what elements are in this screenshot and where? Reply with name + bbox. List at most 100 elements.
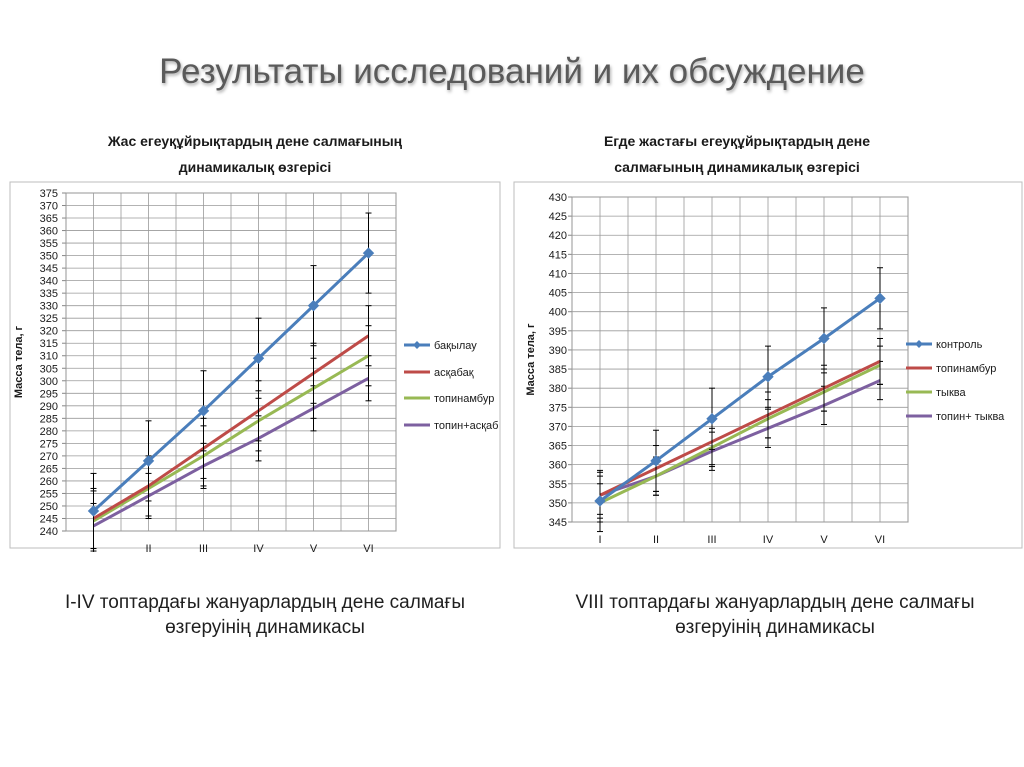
legend-label: топинамбур xyxy=(936,363,996,375)
series-marker xyxy=(197,405,210,417)
y-tick-label: 350 xyxy=(40,251,58,263)
series-marker xyxy=(706,413,718,425)
y-tick-label: 305 xyxy=(40,363,58,375)
series-marker xyxy=(762,370,774,383)
y-tick-label: 250 xyxy=(40,501,58,513)
series-marker xyxy=(362,247,375,259)
series-line xyxy=(92,252,370,513)
y-tick-label: 380 xyxy=(549,383,567,395)
series-line xyxy=(599,363,881,505)
y-tick-label: 325 xyxy=(40,313,58,325)
y-tick-label: 370 xyxy=(549,421,567,433)
series-marker xyxy=(594,495,606,507)
y-tick-label: 365 xyxy=(549,441,567,453)
y-tick-label: 375 xyxy=(40,188,58,200)
y-tick-label: 375 xyxy=(549,402,567,414)
series-marker xyxy=(142,455,155,467)
series-line xyxy=(92,354,370,523)
y-tick-label: 360 xyxy=(549,460,567,472)
x-tick-label: III xyxy=(707,534,716,546)
page-title: Результаты исследований и их обсуждение xyxy=(159,52,865,91)
y-tick-label: 345 xyxy=(40,263,58,275)
legend-label: тыква xyxy=(936,387,966,399)
y-tick-label: 355 xyxy=(40,238,58,250)
y-tick-label: 320 xyxy=(40,326,58,338)
chart-title-line: салмағының динамикалық өзгерісі xyxy=(614,159,860,175)
y-tick-label: 420 xyxy=(549,230,567,242)
caption-left: I-IV топтардағы жануарлардың дене салмағ… xyxy=(20,590,510,640)
legend-marker xyxy=(915,340,923,348)
y-tick-label: 385 xyxy=(549,364,567,376)
y-tick-label: 390 xyxy=(549,345,567,357)
series-line xyxy=(599,360,881,497)
x-tick-label: III xyxy=(199,543,208,555)
y-tick-label: 415 xyxy=(549,249,567,261)
y-tick-label: 410 xyxy=(549,268,567,280)
legend-marker xyxy=(413,341,421,349)
series-line xyxy=(92,376,370,528)
x-tick-label: IV xyxy=(763,534,774,546)
y-tick-label: 280 xyxy=(40,426,58,438)
y-tick-label: 345 xyxy=(549,517,567,529)
y-tick-label: 240 xyxy=(40,526,58,538)
y-tick-label: 335 xyxy=(40,288,58,300)
caption-right-line2: өзгеруінің динамикасы xyxy=(675,617,875,638)
y-tick-label: 405 xyxy=(549,288,567,300)
chart-title-line: Жас егеуқұйрықтардың дене салмағының xyxy=(107,133,403,149)
y-tick-label: 315 xyxy=(40,338,58,350)
y-tick-label: 285 xyxy=(40,413,58,425)
x-tick-label: VI xyxy=(363,543,373,555)
y-tick-label: 330 xyxy=(40,301,58,313)
legend-label: топин+асқаб xyxy=(434,420,498,432)
series-marker xyxy=(307,299,320,312)
caption-left-line1: I-IV топтардағы жануарлардың дене салмағ… xyxy=(64,592,466,613)
chart-title-line: динамикалық өзгерісі xyxy=(179,159,331,175)
y-tick-label: 260 xyxy=(40,476,58,488)
y-tick-label: 400 xyxy=(549,307,567,319)
y-tick-label: 245 xyxy=(40,513,58,525)
legend-label: бақылау xyxy=(434,340,477,352)
x-tick-label: V xyxy=(820,534,828,546)
series-marker xyxy=(818,332,830,345)
y-tick-label: 265 xyxy=(40,463,58,475)
y-tick-label: 355 xyxy=(549,479,567,491)
y-axis-label: Масса тела, г xyxy=(525,323,537,396)
caption-right: VIII топтардағы жануарлардың дене салмағ… xyxy=(530,590,1020,640)
x-tick-label: II xyxy=(145,543,151,555)
x-tick-label: I xyxy=(598,534,601,546)
legend-label: контроль xyxy=(936,339,983,351)
series-marker xyxy=(87,505,100,517)
chart-title-line: Егде жастағы егеуқұйрықтардың дене xyxy=(604,133,870,149)
caption-right-line1: VIII топтардағы жануарлардың дене салмағ… xyxy=(575,592,975,613)
x-tick-label: V xyxy=(310,543,318,555)
series-marker xyxy=(252,352,265,364)
y-tick-label: 370 xyxy=(40,201,58,213)
y-tick-label: 340 xyxy=(40,276,58,288)
y-tick-label: 270 xyxy=(40,451,58,463)
x-tick-label: IV xyxy=(253,543,264,555)
y-tick-label: 395 xyxy=(549,326,567,338)
legend-label: топин+ тыква xyxy=(936,411,1005,423)
y-tick-label: 295 xyxy=(40,388,58,400)
y-tick-label: 430 xyxy=(549,192,567,204)
series-line xyxy=(92,334,370,520)
y-axis-label: Масса тела, г xyxy=(13,325,25,398)
y-tick-label: 255 xyxy=(40,488,58,500)
x-tick-label: VI xyxy=(875,534,885,546)
y-tick-label: 290 xyxy=(40,401,58,413)
y-tick-label: 310 xyxy=(40,351,58,363)
y-tick-label: 425 xyxy=(549,211,567,223)
caption-left-line2: өзгеруінің динамикасы xyxy=(165,617,365,638)
y-tick-label: 365 xyxy=(40,213,58,225)
legend-label: топинамбур xyxy=(434,393,494,405)
y-tick-label: 275 xyxy=(40,438,58,450)
legend-label: асқабақ xyxy=(434,367,474,379)
y-tick-label: 350 xyxy=(549,498,567,510)
chart-2: Егде жастағы егеуқұйрықтардың дене салмағ… xyxy=(513,133,1023,549)
series-marker xyxy=(874,292,886,305)
series-line xyxy=(599,297,881,503)
y-tick-label: 300 xyxy=(40,376,58,388)
chart-1: Жас егеуқұйрықтардың дене салмағының дина… xyxy=(9,133,501,555)
y-tick-label: 360 xyxy=(40,226,58,238)
